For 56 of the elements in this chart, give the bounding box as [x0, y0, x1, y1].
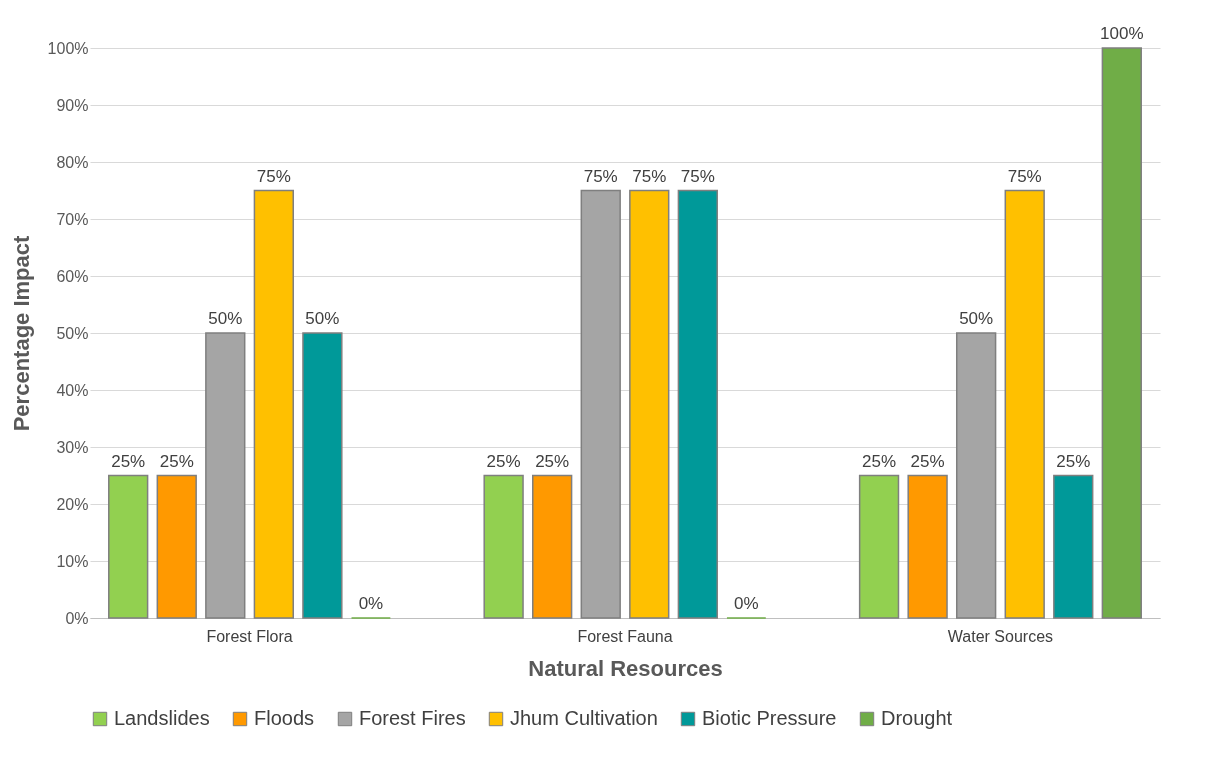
- data-label: 25%: [159, 451, 194, 471]
- x-axis-title: Natural Resources: [528, 655, 723, 681]
- data-label: 75%: [256, 166, 291, 186]
- legend-label: Jhum Cultivation: [510, 707, 658, 729]
- data-label: 50%: [959, 309, 994, 328]
- data-label: 25%: [1056, 451, 1091, 471]
- bar: [580, 189, 621, 619]
- y-tick-label: 70%: [56, 210, 89, 228]
- data-label: 25%: [535, 451, 570, 471]
- bar: [205, 332, 246, 619]
- data-label: 75%: [680, 166, 715, 186]
- y-tick-label: 40%: [56, 381, 89, 399]
- y-tick-label: 50%: [56, 324, 89, 342]
- legend-label: Biotic Pressure: [702, 707, 837, 729]
- data-label: 50%: [305, 309, 340, 328]
- y-tick-label: 100%: [47, 39, 89, 57]
- data-label: 50%: [208, 309, 243, 328]
- y-tick-label: 30%: [56, 438, 89, 456]
- bar: [532, 474, 573, 619]
- bar: [108, 474, 149, 619]
- bar: [302, 332, 343, 619]
- y-tick-label: 20%: [56, 495, 89, 513]
- bar: [677, 189, 718, 619]
- bar: [1004, 189, 1045, 619]
- y-tick-label: 0%: [65, 609, 89, 627]
- x-tick-label: Forest Flora: [206, 627, 293, 645]
- y-tick-label: 10%: [56, 552, 89, 570]
- bar: [483, 474, 524, 619]
- bar: [858, 474, 900, 619]
- data-label: 100%: [1100, 24, 1144, 43]
- x-tick-label: Forest Fauna: [577, 627, 673, 645]
- data-label: 75%: [632, 166, 667, 186]
- bar: [629, 189, 670, 619]
- data-label: 0%: [358, 594, 384, 613]
- y-tick-label: 60%: [56, 267, 89, 285]
- x-tick-label: Water Sources: [947, 627, 1054, 645]
- data-label: 75%: [1007, 166, 1042, 186]
- legend-label: Drought: [881, 707, 953, 729]
- bar: [253, 189, 294, 619]
- bar: [956, 332, 997, 619]
- y-axis-title: Percentage Impact: [8, 235, 34, 432]
- bar: [907, 474, 948, 619]
- legend-label: Floods: [254, 707, 315, 729]
- data-label: 25%: [862, 451, 897, 471]
- y-tick-label: 90%: [56, 96, 89, 114]
- y-tick-label: 80%: [56, 153, 89, 171]
- data-label: 25%: [111, 451, 146, 471]
- data-label: 75%: [583, 166, 618, 186]
- legend-label: Forest Fires: [359, 707, 466, 729]
- bar: [1101, 47, 1142, 619]
- data-label: 25%: [486, 451, 521, 471]
- legend-label: Landslides: [114, 707, 210, 729]
- bar: [156, 474, 197, 619]
- data-label: 25%: [910, 451, 945, 471]
- bar: [1053, 474, 1094, 619]
- data-label: 0%: [734, 594, 759, 613]
